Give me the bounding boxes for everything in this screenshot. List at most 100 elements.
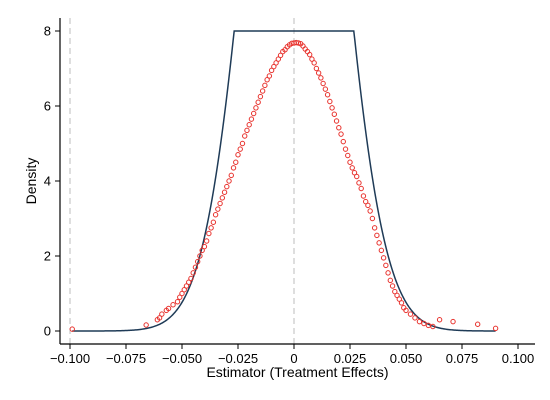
data-point bbox=[392, 288, 398, 295]
data-point bbox=[233, 159, 239, 165]
data-point bbox=[345, 152, 351, 159]
data-point bbox=[143, 322, 149, 328]
data-point bbox=[224, 183, 230, 190]
data-point bbox=[362, 198, 369, 205]
data-point bbox=[342, 146, 349, 152]
data-point bbox=[170, 302, 176, 308]
data-point bbox=[306, 51, 313, 58]
y-tick-label: 4 bbox=[44, 174, 51, 189]
data-point bbox=[239, 140, 246, 147]
data-point bbox=[197, 253, 203, 259]
data-point bbox=[174, 299, 181, 305]
data-point bbox=[365, 202, 371, 209]
data-point bbox=[407, 311, 414, 317]
data-point bbox=[336, 125, 342, 131]
data-point bbox=[360, 193, 367, 199]
data-point bbox=[186, 279, 192, 285]
axes bbox=[59, 18, 535, 345]
data-point bbox=[181, 287, 187, 293]
normal-curve-layer bbox=[72, 30, 496, 332]
data-point bbox=[492, 325, 499, 332]
data-point bbox=[398, 300, 405, 306]
x-tick-label: 0.075 bbox=[446, 351, 479, 366]
x-tick-label: −0.025 bbox=[218, 351, 258, 366]
data-point bbox=[199, 247, 205, 254]
reference-lines bbox=[69, 18, 295, 344]
data-point bbox=[217, 200, 223, 207]
data-point bbox=[246, 122, 252, 128]
data-point bbox=[356, 180, 362, 186]
data-point bbox=[349, 165, 355, 171]
data-point bbox=[277, 52, 284, 59]
data-point bbox=[389, 283, 396, 289]
x-tick-label: 0 bbox=[290, 351, 297, 366]
data-point bbox=[430, 323, 436, 330]
normal-density-curve bbox=[72, 30, 496, 332]
x-tick-label: 0.050 bbox=[390, 351, 423, 366]
data-point bbox=[340, 138, 346, 145]
y-tick-label: 8 bbox=[44, 24, 51, 39]
x-tick-label: −0.050 bbox=[162, 351, 202, 366]
x-axis-title: Estimator (Treatment Effects) bbox=[206, 364, 388, 380]
data-point bbox=[230, 165, 237, 171]
data-point bbox=[264, 77, 270, 83]
data-point bbox=[215, 206, 221, 212]
data-point bbox=[385, 270, 391, 276]
data-point bbox=[257, 93, 264, 100]
data-point bbox=[371, 225, 378, 231]
y-axis-ticks: 0 2 4 6 8 bbox=[44, 24, 60, 339]
y-tick-label: 6 bbox=[44, 99, 51, 114]
data-point bbox=[226, 178, 232, 184]
data-point bbox=[190, 270, 196, 276]
data-point bbox=[311, 60, 317, 66]
data-point bbox=[383, 262, 389, 269]
data-point bbox=[255, 99, 261, 105]
data-point bbox=[416, 318, 423, 325]
data-point bbox=[320, 80, 326, 87]
data-point bbox=[347, 159, 353, 165]
x-tick-label: −0.100 bbox=[50, 351, 90, 366]
data-point bbox=[266, 73, 273, 79]
data-point bbox=[351, 170, 358, 176]
data-point bbox=[253, 105, 259, 111]
data-point bbox=[394, 292, 400, 299]
data-point bbox=[228, 172, 234, 179]
data-point bbox=[338, 131, 344, 137]
data-point bbox=[210, 219, 217, 225]
data-point bbox=[436, 317, 443, 323]
data-point bbox=[333, 118, 340, 124]
data-point bbox=[159, 311, 165, 317]
data-point bbox=[327, 98, 333, 105]
data-point bbox=[412, 315, 418, 321]
data-point bbox=[69, 326, 75, 332]
data-point bbox=[259, 88, 266, 94]
data-point bbox=[248, 116, 255, 122]
data-point bbox=[219, 195, 226, 201]
data-point bbox=[309, 56, 315, 62]
data-point bbox=[235, 152, 241, 158]
data-point bbox=[268, 67, 275, 74]
data-point bbox=[474, 321, 481, 327]
data-point bbox=[192, 264, 199, 270]
data-point bbox=[221, 189, 228, 195]
scatter-points-layer bbox=[69, 39, 499, 332]
x-tick-label: 0.100 bbox=[502, 351, 535, 366]
data-point bbox=[378, 247, 385, 254]
data-point bbox=[313, 65, 320, 72]
data-point bbox=[156, 315, 163, 321]
data-point bbox=[273, 60, 279, 66]
data-point bbox=[354, 173, 360, 180]
data-point bbox=[369, 215, 376, 222]
y-tick-label: 0 bbox=[44, 324, 51, 339]
data-point bbox=[242, 133, 248, 139]
data-point bbox=[275, 56, 282, 62]
data-point bbox=[194, 258, 201, 265]
y-tick-label: 2 bbox=[44, 249, 51, 264]
data-point bbox=[318, 75, 324, 81]
data-point bbox=[212, 212, 219, 218]
data-point bbox=[271, 63, 277, 70]
data-point bbox=[376, 240, 382, 246]
data-point bbox=[374, 232, 380, 239]
